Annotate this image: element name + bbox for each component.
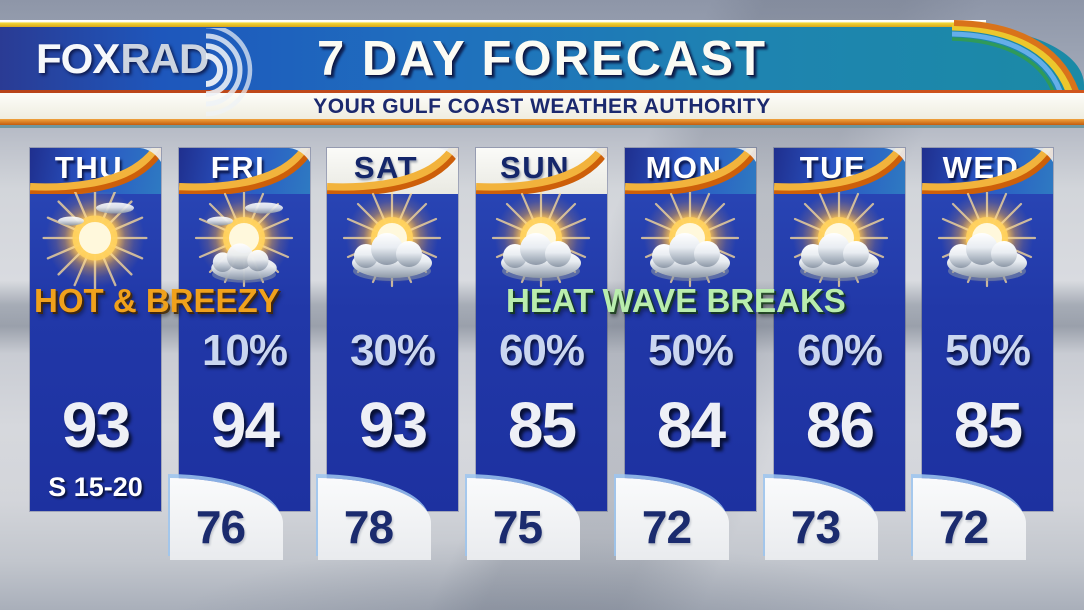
high-temp: 93 <box>61 389 131 461</box>
header-swoosh-icon <box>327 148 458 194</box>
weather-icon <box>779 188 899 296</box>
gold-top-stripe <box>0 20 986 27</box>
day-header: SAT <box>327 148 458 194</box>
low-temp: 78 <box>343 501 394 553</box>
low-temp: 73 <box>790 501 841 553</box>
precip-chance <box>30 324 161 378</box>
day-header: WED <box>922 148 1053 194</box>
precip-chance: 30% <box>349 326 436 375</box>
weather-icon <box>184 188 304 296</box>
day-column: TUE <box>765 148 905 560</box>
day-column: WED <box>913 148 1053 560</box>
low-temp-box: 75 <box>467 478 580 560</box>
cloud-icon <box>211 243 277 283</box>
red-divider-line <box>0 90 1084 93</box>
day-column: FRI <box>170 148 310 560</box>
cloud-icon <box>501 233 581 281</box>
precip-chance: 50% <box>647 326 734 375</box>
low-temp: 72 <box>641 501 692 553</box>
low-temp: 75 <box>492 501 543 553</box>
cloud-icon <box>799 233 879 281</box>
orange-divider-stripe <box>0 119 1084 125</box>
bar-end-swoosh-icon <box>952 20 1079 91</box>
day-column: SAT <box>318 148 458 560</box>
wind-info: S 15-20 <box>48 472 143 502</box>
cloud-wisp-icon <box>58 202 134 226</box>
day-column: THU <box>30 148 161 511</box>
day-header: MON <box>625 148 756 194</box>
header-swoosh-icon <box>774 148 905 194</box>
cloud-wisp-icon <box>207 202 283 226</box>
low-temp-box: 72 <box>913 478 1026 560</box>
day-header: FRI <box>179 148 310 194</box>
precip-chance: 10% <box>201 326 288 375</box>
rad-wordmark: RAD <box>120 35 209 82</box>
day-header: SUN <box>476 148 607 194</box>
header-swoosh-icon <box>179 148 310 194</box>
teal-divider-line <box>0 125 1084 128</box>
low-temp-box: 73 <box>765 478 878 560</box>
precip-chance: 50% <box>944 326 1031 375</box>
high-temp: 85 <box>953 389 1023 461</box>
day-header: TUE <box>774 148 905 194</box>
sun-icon <box>42 185 148 291</box>
header-swoosh-icon <box>476 148 607 194</box>
subtitle-bar <box>0 93 1084 119</box>
radar-waves-icon <box>205 28 253 117</box>
annotation-hot-breezy: HOT & BREEZY <box>34 282 280 319</box>
day-column: MON <box>616 148 756 560</box>
weather-icon <box>35 185 155 296</box>
weather-icon <box>332 188 452 296</box>
page-subtitle: YOUR GULF COAST WEATHER AUTHORITY <box>313 95 771 118</box>
precip-chance: 60% <box>498 326 585 375</box>
precip-chance: 60% <box>796 326 883 375</box>
day-header: THU <box>30 148 161 194</box>
cloud-icon <box>352 233 432 281</box>
day-column: SUN <box>467 148 607 560</box>
page-title: 7 DAY FORECAST <box>316 32 768 86</box>
low-temp: 72 <box>938 501 989 553</box>
low-temp-box: 72 <box>616 478 729 560</box>
high-temp: 94 <box>210 389 280 461</box>
high-temp: 86 <box>805 389 875 461</box>
foxrad-logo: FOXRAD <box>36 33 209 85</box>
header-swoosh-icon <box>30 148 161 194</box>
cloud-icon <box>650 233 730 281</box>
fox-wordmark: FOX <box>36 35 120 82</box>
weather-icon <box>481 188 601 296</box>
title-bar <box>0 27 1084 90</box>
high-temp: 93 <box>358 389 428 461</box>
cloud-icon <box>947 233 1027 281</box>
weather-icon <box>927 188 1047 296</box>
high-temp: 85 <box>507 389 577 461</box>
low-temp-box: 78 <box>318 478 431 560</box>
low-temp-box: 76 <box>170 478 283 560</box>
annotation-heat-wave-breaks: HEAT WAVE BREAKS <box>506 282 846 319</box>
weather-icon <box>630 188 750 296</box>
header-swoosh-icon <box>625 148 756 194</box>
high-temp: 84 <box>656 389 726 461</box>
low-temp: 76 <box>195 501 246 553</box>
header-swoosh-icon <box>922 148 1053 194</box>
